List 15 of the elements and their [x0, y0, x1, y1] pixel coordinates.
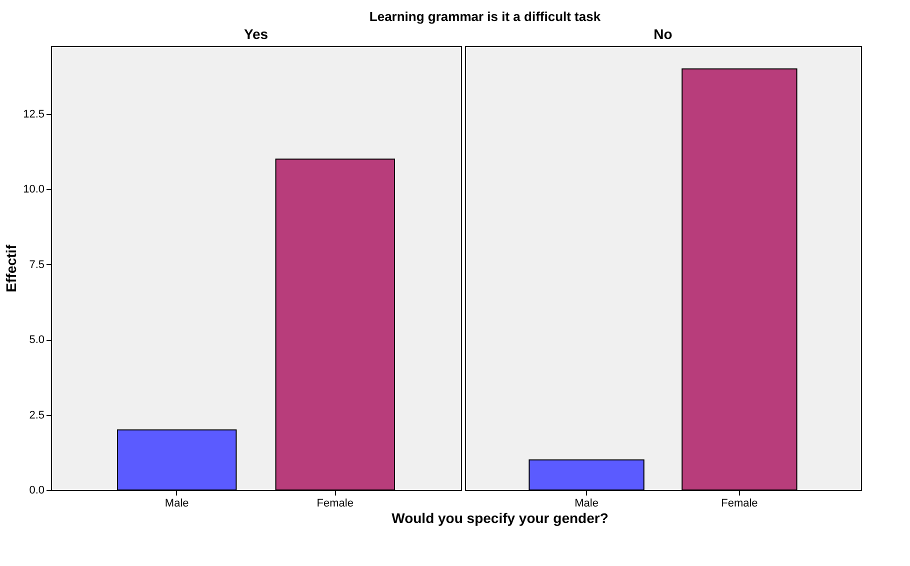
chart-title: Learning grammar is it a difficult task: [369, 9, 601, 24]
x-tick-label: Male: [164, 498, 189, 510]
y-tick-label: 10.0: [23, 184, 44, 196]
y-tick-label: 2.5: [29, 409, 44, 422]
x-tick-label: Female: [721, 498, 758, 510]
y-axis-title: Effectif: [3, 244, 20, 292]
x-axis-title: Would you specify your gender?: [390, 510, 610, 526]
y-tick-label: 5.0: [29, 334, 44, 346]
y-tick-label: 0.0: [29, 484, 44, 496]
chart-subtitle: Yes: [244, 26, 268, 42]
x-tick-label: Male: [574, 498, 598, 510]
chart-subtitle: No: [654, 26, 672, 42]
y-tick-label: 7.5: [29, 258, 44, 271]
y-tick-label: 12.5: [23, 108, 44, 120]
x-tick-label: Female: [316, 498, 354, 510]
